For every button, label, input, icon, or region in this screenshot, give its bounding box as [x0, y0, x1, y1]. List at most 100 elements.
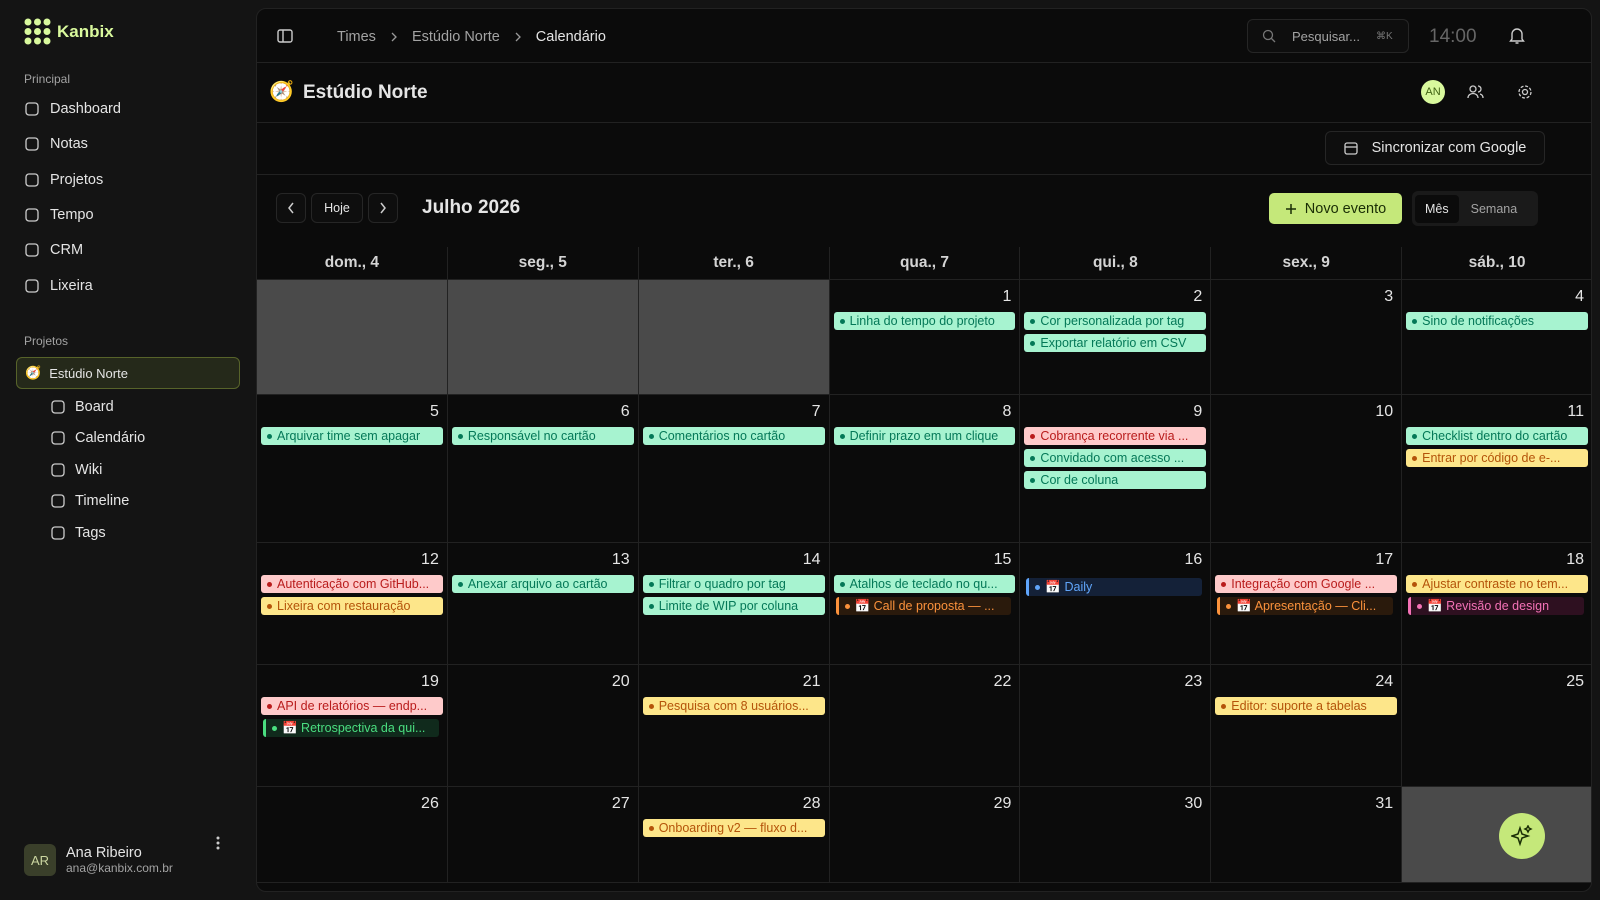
task-event[interactable]: Convidado com acesso ... — [1024, 449, 1207, 467]
crumb-item[interactable]: Times — [337, 29, 376, 45]
day-cell[interactable]: 8 Definir prazo em um clique — [830, 395, 1021, 542]
sub-item[interactable]: Calendário — [50, 430, 145, 446]
day-cell[interactable]: 11 Checklist dentro do cartão Entrar por c… — [1402, 395, 1591, 542]
project-label: Estúdio Norte — [49, 365, 128, 381]
sub-item[interactable]: Board — [50, 399, 114, 415]
nav-item[interactable]: Dashboard — [24, 101, 121, 117]
day-cell[interactable]: 19 API de relatórios — endp... 📅 Retrospec… — [257, 665, 448, 786]
view-month[interactable]: Mês — [1415, 194, 1459, 223]
day-cell[interactable]: 31 — [1211, 787, 1403, 882]
day-cell[interactable]: 28 Onboarding v2 — fluxo d... — [639, 787, 830, 882]
meeting-event[interactable]: 📅 Call de proposta — ... — [835, 597, 1012, 615]
task-event[interactable]: Limite de WIP por coluna — [642, 597, 825, 615]
task-event[interactable]: Exportar relatório em CSV — [1024, 334, 1207, 352]
task-event[interactable]: Checklist dentro do cartão — [1406, 427, 1588, 445]
meeting-event[interactable]: 📅 Retrospectiva da qui... — [263, 719, 439, 737]
day-cell[interactable]: 21 Pesquisa com 8 usuários... — [639, 665, 830, 786]
assistant[interactable] — [1499, 813, 1545, 859]
search[interactable]: Pesquisar... ⌘K — [1247, 19, 1409, 53]
sub-item[interactable]: Tags — [50, 525, 106, 541]
task-event[interactable]: Ajustar contraste no tem... — [1406, 575, 1588, 593]
day-cell[interactable]: 26 — [257, 787, 448, 882]
task-event[interactable]: Cor personalizada por tag — [1024, 312, 1207, 330]
task-event[interactable]: Cor de coluna — [1024, 471, 1207, 489]
nav-item[interactable]: CRM — [24, 242, 83, 258]
day-cell[interactable]: 29 — [830, 787, 1021, 882]
user-card[interactable]: AR Ana Ribeiro ana@kanbix.com.br — [24, 844, 173, 876]
members[interactable] — [1467, 84, 1484, 100]
day-cell[interactable]: 25 — [1402, 665, 1591, 786]
nav-label: Dashboard — [50, 101, 121, 117]
day-cell[interactable]: 2 Cor personalizada por tag Exportar relat… — [1020, 280, 1212, 394]
prev-month[interactable] — [276, 193, 306, 223]
day-cell[interactable]: 7 Comentários no cartão — [639, 395, 830, 542]
nav-item[interactable]: Tempo — [24, 207, 94, 223]
notifications[interactable] — [1509, 27, 1525, 45]
day-cell[interactable]: 16 📅 Daily — [1020, 543, 1212, 664]
day-cell[interactable]: 22 — [830, 665, 1021, 786]
user-menu[interactable] — [215, 835, 221, 851]
task-event[interactable]: API de relatórios — endp... — [261, 697, 443, 715]
day-cell[interactable]: 20 — [448, 665, 639, 786]
toggle-sidebar[interactable] — [277, 28, 293, 44]
day-cell[interactable]: 17 Integração com Google ... 📅 Apresentaçã… — [1211, 543, 1403, 664]
brand[interactable]: Kanbix — [24, 18, 114, 45]
task-event[interactable]: Comentários no cartão — [642, 427, 825, 445]
member-avatar[interactable]: AN — [1421, 80, 1445, 104]
nav-item[interactable]: Lixeira — [24, 278, 93, 294]
meeting-event[interactable]: 📅 Apresentação — Cli... — [1217, 597, 1394, 615]
project-item[interactable]: 🧭 Estúdio Norte — [16, 357, 240, 389]
day-cell[interactable]: 6 Responsável no cartão — [448, 395, 639, 542]
day-cell[interactable]: 23 — [1020, 665, 1212, 786]
sync-google[interactable]: Sincronizar com Google — [1325, 131, 1545, 165]
new-event[interactable]: Novo evento — [1269, 193, 1402, 224]
day-cell[interactable]: 9 Cobrança recorrente via ... Convidado co… — [1020, 395, 1212, 542]
day-cell[interactable]: 24 Editor: suporte a tabelas — [1211, 665, 1403, 786]
task-event[interactable]: Lixeira com restauração — [261, 597, 443, 615]
task-event[interactable]: Pesquisa com 8 usuários... — [642, 697, 825, 715]
day-cell[interactable]: 30 — [1020, 787, 1212, 882]
task-event[interactable]: Linha do tempo do projeto — [833, 312, 1016, 330]
task-event[interactable]: Onboarding v2 — fluxo d... — [642, 819, 825, 837]
day-number: 30 — [1184, 795, 1203, 812]
task-event[interactable]: Atalhos de teclado no qu... — [833, 575, 1016, 593]
day-cell[interactable]: 5 Arquivar time sem apagar — [257, 395, 448, 542]
day-cell[interactable]: 13 Anexar arquivo ao cartão — [448, 543, 639, 664]
task-event[interactable]: Integração com Google ... — [1215, 575, 1398, 593]
task-event[interactable]: Entrar por código de e-... — [1406, 449, 1588, 467]
meeting-event[interactable]: 📅 Revisão de design — [1408, 597, 1584, 615]
toolbar: Hoje Julho 2026 Novo evento Mês Semana — [257, 175, 1591, 241]
nav-icon — [25, 278, 39, 293]
weekday: qua., 7 — [830, 247, 1021, 279]
next-month[interactable] — [368, 193, 398, 223]
task-event[interactable]: Autenticação com GitHub... — [261, 575, 443, 593]
task-event[interactable]: Cobrança recorrente via ... — [1024, 427, 1207, 445]
task-event[interactable]: Anexar arquivo ao cartão — [451, 575, 634, 593]
day-cell[interactable]: 4 Sino de notificações — [1402, 280, 1591, 394]
day-cell[interactable]: 18 Ajustar contraste no tem... 📅 Revisão d… — [1402, 543, 1591, 664]
day-cell[interactable]: 15 Atalhos de teclado no qu... 📅 Call de p… — [830, 543, 1021, 664]
task-event[interactable]: Arquivar time sem apagar — [261, 427, 443, 445]
nav-item[interactable]: Notas — [24, 136, 88, 152]
weekday: sex., 9 — [1211, 247, 1403, 279]
task-event[interactable]: Responsável no cartão — [451, 427, 634, 445]
day-cell[interactable]: 1 Linha do tempo do projeto — [830, 280, 1021, 394]
meeting-event[interactable]: 📅 Daily — [1026, 578, 1203, 596]
logo — [24, 18, 51, 45]
day-cell[interactable]: 27 — [448, 787, 639, 882]
day-cell[interactable]: 14 Filtrar o quadro por tag Limite de WIP … — [639, 543, 830, 664]
today[interactable]: Hoje — [311, 193, 363, 223]
crumb-item[interactable]: Estúdio Norte — [411, 29, 500, 45]
task-event[interactable]: Filtrar o quadro por tag — [642, 575, 825, 593]
task-event[interactable]: Editor: suporte a tabelas — [1215, 697, 1398, 715]
task-event[interactable]: Definir prazo em um clique — [833, 427, 1016, 445]
sub-item[interactable]: Timeline — [50, 493, 129, 509]
task-event[interactable]: Sino de notificações — [1406, 312, 1588, 330]
day-cell[interactable]: 3 — [1211, 280, 1403, 394]
day-cell[interactable]: 12 Autenticação com GitHub... Lixeira com … — [257, 543, 448, 664]
view-week[interactable]: Semana — [1470, 201, 1518, 216]
sub-item[interactable]: Wiki — [50, 462, 102, 478]
day-cell[interactable]: 10 — [1211, 395, 1403, 542]
nav-item[interactable]: Projetos — [24, 172, 103, 188]
settings[interactable] — [1517, 84, 1533, 100]
